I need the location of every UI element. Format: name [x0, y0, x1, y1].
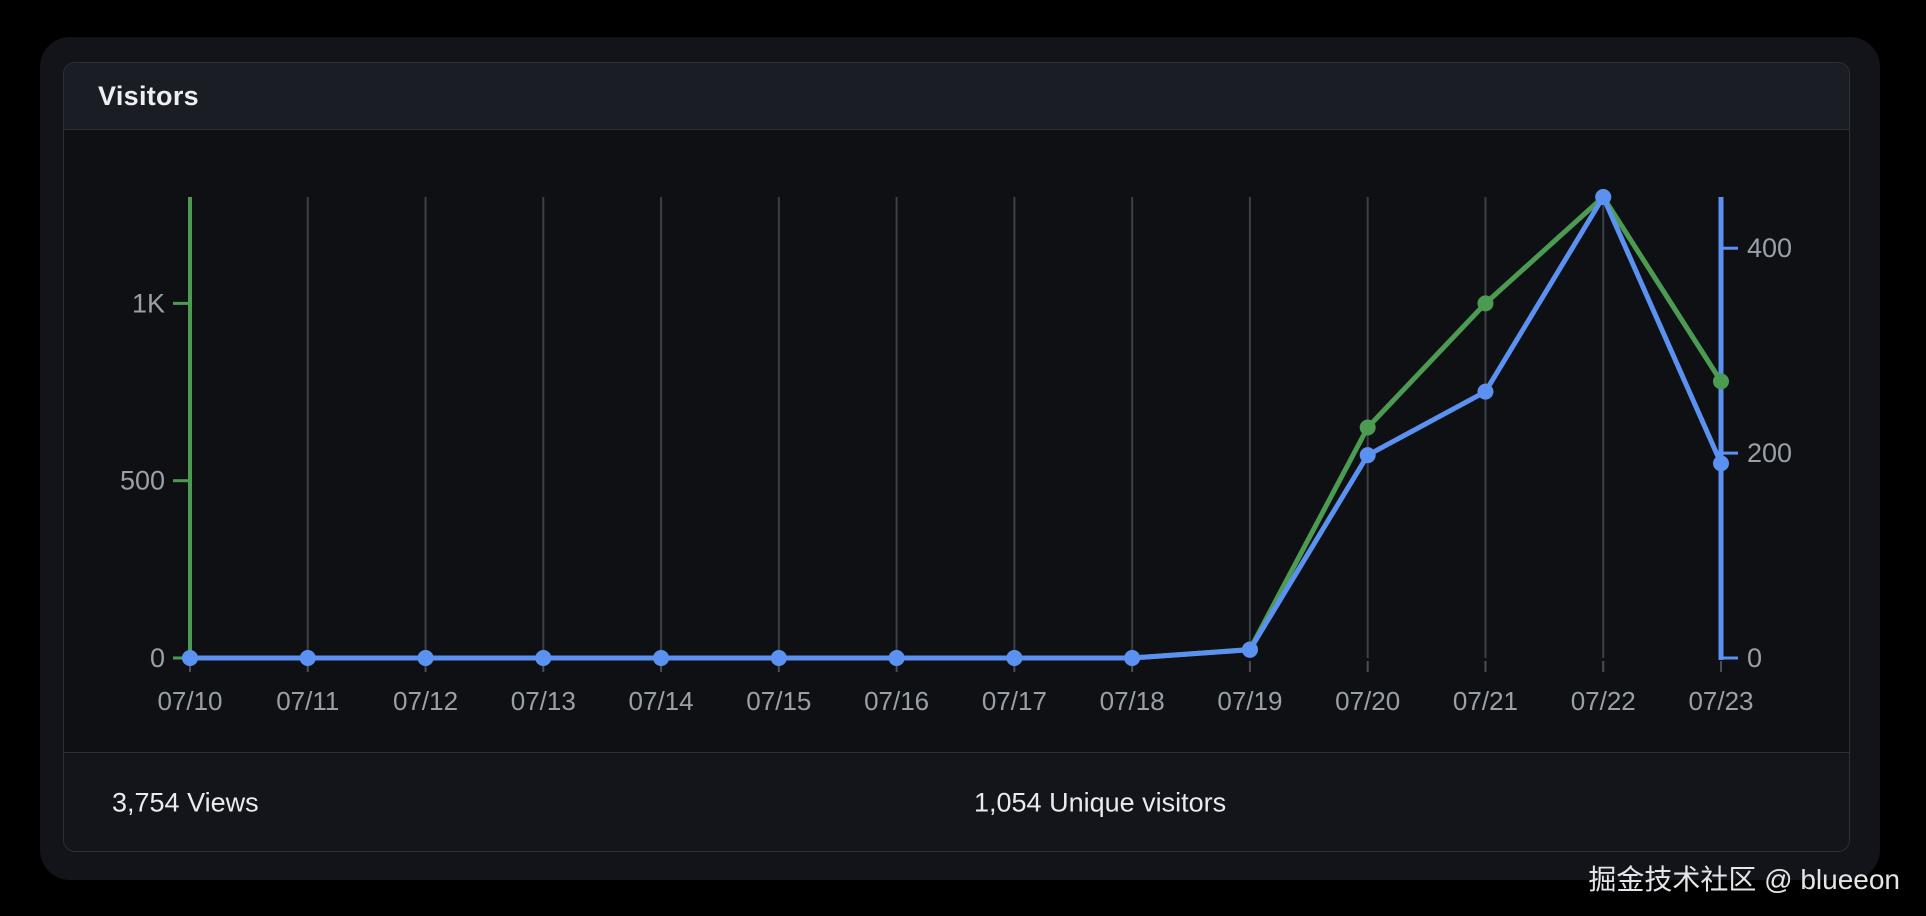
data-point-unique-visitors	[653, 650, 670, 666]
x-axis-label: 07/22	[1571, 686, 1636, 716]
data-point-views	[1713, 373, 1729, 390]
x-axis-label: 07/16	[864, 686, 929, 716]
data-point-unique-visitors	[1359, 447, 1376, 464]
data-point-unique-visitors	[1006, 650, 1023, 666]
x-axis-label: 07/18	[1100, 686, 1165, 716]
data-point-unique-visitors	[770, 650, 787, 666]
data-point-unique-visitors	[417, 650, 434, 666]
x-axis-label: 07/20	[1335, 686, 1400, 716]
data-point-views	[1477, 295, 1494, 312]
data-point-unique-visitors	[1124, 650, 1141, 666]
data-point-unique-visitors	[1241, 641, 1258, 658]
card-footer: 3,754 Views 1,054 Unique visitors	[64, 752, 1849, 851]
x-axis-label: 07/23	[1688, 686, 1753, 716]
x-axis-label: 07/13	[511, 686, 576, 716]
watermark-text: 掘金技术社区 @ blueeon	[1588, 864, 1900, 895]
right-axis-label: 200	[1747, 438, 1792, 468]
left-axis-label: 1K	[132, 288, 165, 318]
visitors-card: Visitors 0 500 1K 0 200 400 07/10 07/11 07/12 07/…	[63, 62, 1850, 852]
x-axis-label: 07/19	[1217, 686, 1282, 716]
x-axis-label: 07/10	[157, 686, 222, 716]
right-axis-label: 400	[1747, 233, 1792, 263]
visitors-line-chart[interactable]: 0 500 1K 0 200 400 07/10 07/11 07/12 07/13 07/14 07…	[64, 130, 1849, 752]
x-axis-label: 07/14	[629, 686, 694, 716]
data-point-unique-visitors	[888, 650, 905, 666]
series-line-unique-visitors	[187, 194, 1724, 661]
chart-area: 0 500 1K 0 200 400 07/10 07/11 07/12 07/13 07/14 07…	[64, 130, 1849, 752]
x-axis-label: 07/12	[393, 686, 458, 716]
card-header: Visitors	[64, 63, 1849, 130]
x-axis-label: 07/21	[1453, 686, 1518, 716]
views-total-stat: 3,754 Views	[112, 787, 259, 817]
data-point-unique-visitors	[182, 650, 198, 666]
series-line-views	[187, 194, 1724, 661]
right-axis-label: 0	[1747, 643, 1762, 673]
unique-visitors-total-stat: 1,054 Unique visitors	[974, 787, 1227, 817]
x-axis-label: 07/17	[982, 686, 1047, 716]
x-axis-label: 07/11	[276, 686, 339, 716]
data-point-unique-visitors	[1713, 455, 1729, 472]
card-title: Visitors	[98, 80, 199, 111]
left-axis-label: 0	[150, 643, 165, 673]
x-axis-label: 07/15	[746, 686, 811, 716]
left-axis-label: 500	[120, 466, 165, 496]
data-point-unique-visitors	[1595, 189, 1612, 205]
data-point-unique-visitors	[1477, 383, 1494, 400]
data-point-views	[1359, 419, 1376, 436]
data-point-unique-visitors	[535, 650, 552, 666]
data-point-unique-visitors	[299, 650, 316, 666]
analytics-window: Visitors 0 500 1K 0 200 400 07/10 07/11 07/12 07/…	[40, 37, 1880, 880]
